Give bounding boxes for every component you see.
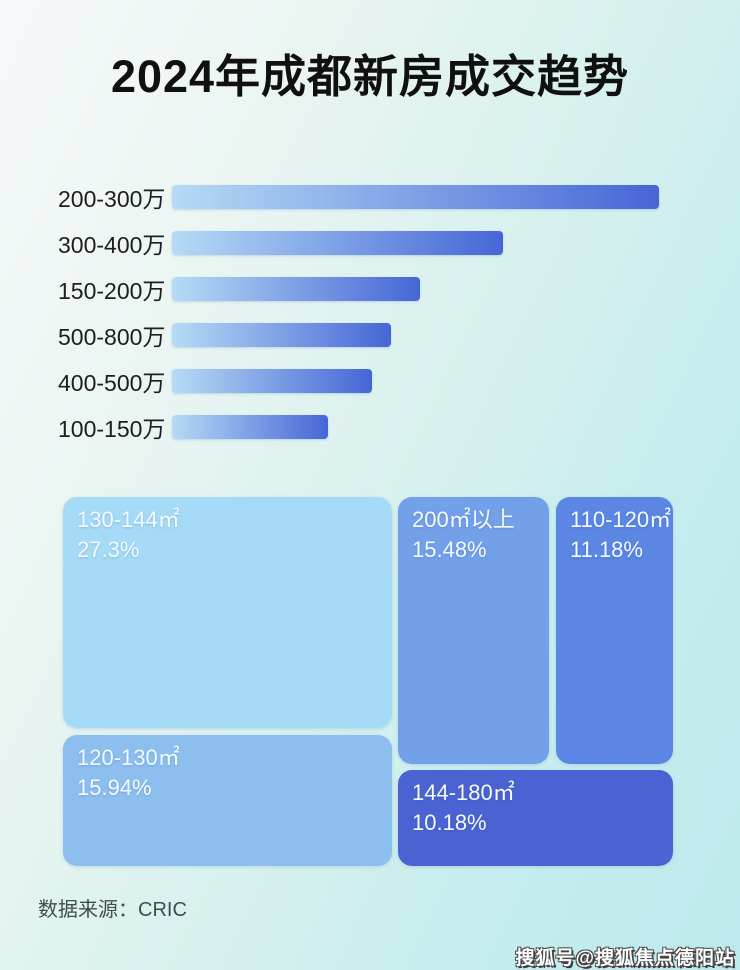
treemap-block-value: 27.3% (77, 537, 140, 562)
bar-row: 200-300万 (0, 174, 740, 220)
bar (172, 415, 328, 439)
bar (172, 369, 372, 393)
bar (172, 277, 421, 301)
treemap-block-label: 130-144㎡ (77, 507, 180, 532)
bar-row: 300-400万 (0, 220, 740, 266)
bar (172, 323, 392, 347)
watermark-text: 搜狐号@搜狐焦点德阳站 (515, 948, 735, 969)
bar-row: 100-150万 (0, 404, 740, 450)
treemap-block-value: 15.48% (412, 537, 487, 562)
treemap-block-label: 120-130㎡ (77, 745, 180, 770)
price-bar-chart: 200-300万 300-400万 150-200万 500-800万 400-500万… (0, 174, 740, 450)
treemap-block-label: 110-120㎡ (570, 507, 672, 532)
data-source-label: 数据来源：CRIC (38, 899, 187, 921)
treemap-block-label: 200㎡以上 (412, 507, 515, 532)
treemap-block-200plus: 200㎡以上 15.48% (398, 497, 549, 764)
bar-category-label: 400-500万 (58, 370, 166, 396)
bar-row: 500-800万 (0, 312, 740, 358)
bar (172, 231, 504, 255)
area-treemap: 130-144㎡ 27.3% 120-130㎡ 15.94% 200㎡以上 15.48% 1… (63, 497, 673, 866)
treemap-block-120-130: 120-130㎡ 15.94% (63, 735, 392, 866)
treemap-block-130-144: 130-144㎡ 27.3% (63, 497, 392, 728)
bar (172, 185, 659, 209)
bar-row: 150-200万 (0, 266, 740, 312)
treemap-block-value: 10.18% (412, 810, 487, 835)
price-bar-rows: 200-300万 300-400万 150-200万 500-800万 400-500万… (0, 174, 740, 450)
treemap-block-value: 11.18% (570, 537, 643, 562)
bar-category-label: 100-150万 (58, 416, 166, 442)
treemap-block-value: 15.94% (77, 775, 152, 800)
page-title: 2024年成都新房成交趋势 (110, 51, 630, 102)
treemap-block-144-180: 144-180㎡ 10.18% (398, 770, 673, 866)
bar-category-label: 500-800万 (58, 324, 166, 350)
treemap-block-110-120: 110-120㎡ 11.18% (556, 497, 673, 764)
bar-category-label: 150-200万 (58, 278, 166, 304)
treemap-block-label: 144-180㎡ (412, 780, 515, 805)
bar-category-label: 200-300万 (58, 186, 166, 212)
bar-category-label: 300-400万 (58, 232, 166, 258)
bar-row: 400-500万 (0, 358, 740, 404)
